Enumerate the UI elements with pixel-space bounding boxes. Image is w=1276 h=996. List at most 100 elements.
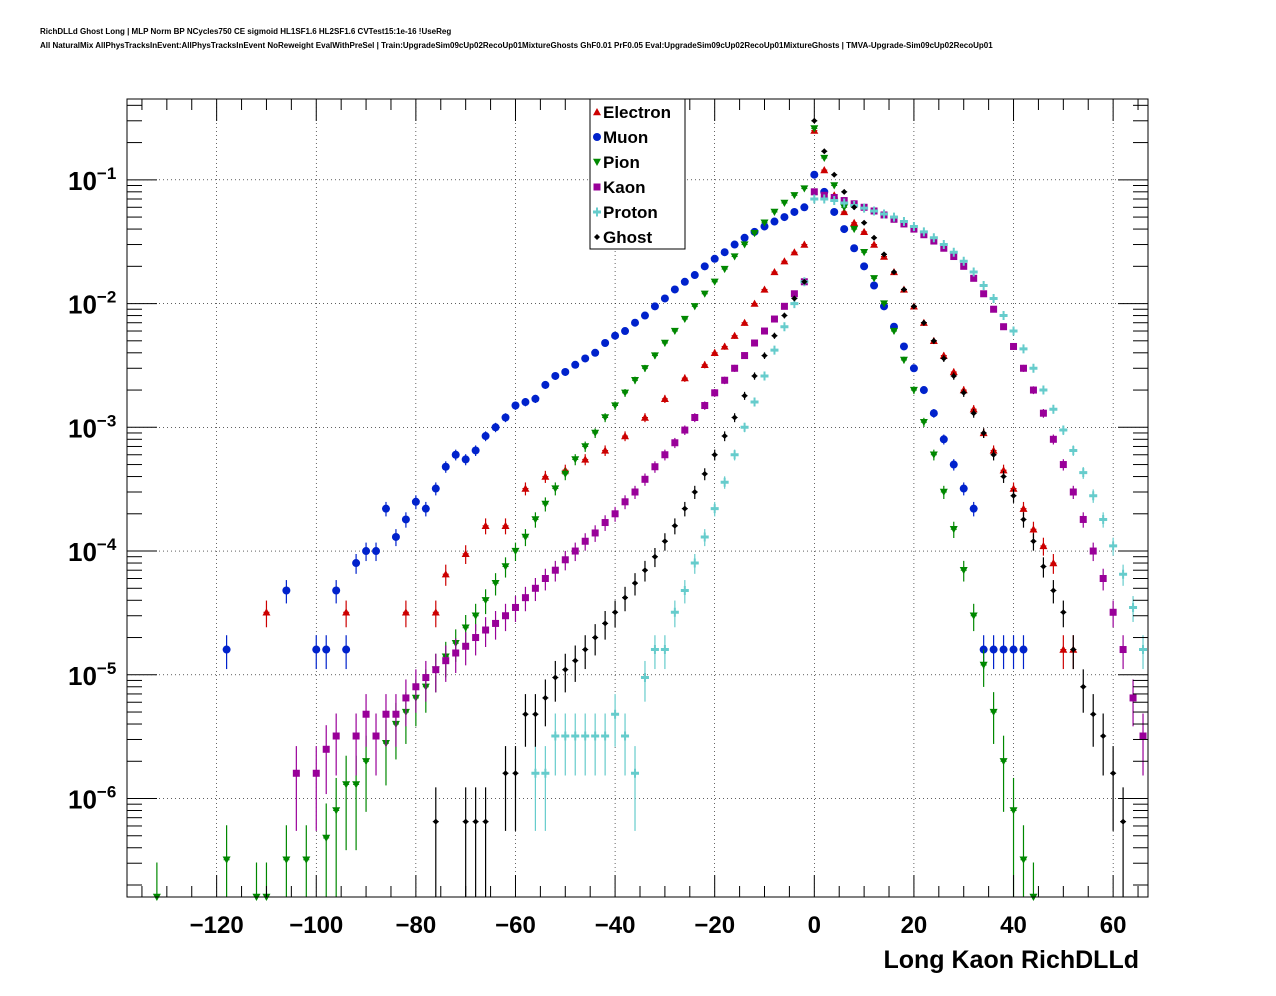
- proton-point: [1019, 344, 1028, 354]
- pion-point: [790, 192, 799, 200]
- legend-label-kaon: Kaon: [603, 178, 646, 197]
- kaon-point: [1010, 342, 1018, 350]
- ghost-point: [432, 818, 439, 825]
- electron-point: [840, 207, 849, 216]
- kaon-point: [661, 451, 669, 459]
- proton-point: [949, 247, 958, 257]
- muon-point: [850, 244, 859, 253]
- proton-point: [840, 198, 849, 208]
- electron-point: [1059, 645, 1068, 653]
- proton-point: [561, 731, 570, 741]
- pion-point: [720, 265, 729, 274]
- ghost-point: [1100, 733, 1107, 740]
- proton-point: [591, 731, 600, 741]
- muon-point: [730, 240, 739, 249]
- pion-point: [840, 204, 849, 212]
- muon-point: [989, 645, 998, 654]
- electron-point: [760, 285, 769, 293]
- proton-point: [740, 422, 749, 432]
- ghost-point: [482, 818, 489, 825]
- muon-point: [830, 207, 839, 216]
- ghost-point: [661, 538, 668, 545]
- muon-point: [521, 398, 530, 407]
- ghost-point: [691, 489, 698, 496]
- kaon-point: [681, 426, 689, 434]
- legend-label-muon: Muon: [603, 128, 648, 147]
- legend-marker-pion: [593, 158, 601, 166]
- electron-point: [939, 351, 948, 359]
- pion-point: [810, 125, 819, 133]
- kaon-point: [990, 305, 998, 313]
- ghost-point: [721, 433, 728, 440]
- muon-point: [611, 331, 620, 340]
- electron-point: [780, 257, 789, 265]
- proton-point: [1089, 491, 1098, 501]
- proton-point: [969, 267, 978, 277]
- kaon-point: [621, 498, 629, 506]
- muon-point: [391, 532, 400, 541]
- muon-point: [1019, 645, 1028, 654]
- proton-point: [680, 585, 689, 595]
- legend-label-ghost: Ghost: [603, 228, 652, 247]
- proton-point: [581, 731, 590, 741]
- electron-point: [999, 466, 1008, 474]
- muon-point: [441, 462, 450, 471]
- y-tick-label: 10−1: [68, 164, 116, 196]
- electron-point: [800, 240, 809, 248]
- electron-point: [342, 608, 351, 616]
- proton-point: [790, 299, 799, 309]
- muon-point: [1009, 645, 1018, 654]
- ghost-point: [1000, 473, 1007, 480]
- ghost-point: [641, 567, 648, 574]
- pion-point: [880, 300, 889, 308]
- electron-point: [870, 240, 879, 248]
- kaon-point: [312, 769, 320, 777]
- muon-point: [740, 233, 749, 242]
- ghost-point: [970, 410, 977, 417]
- muon-point: [700, 262, 709, 271]
- pion-point: [929, 451, 938, 459]
- proton-point: [1129, 602, 1138, 612]
- pion-point: [999, 758, 1008, 766]
- title-line-2: All NaturalMix AllPhysTracksInEvent:AllP…: [40, 41, 993, 50]
- proton-point: [959, 256, 968, 266]
- kaon-point: [1079, 515, 1087, 523]
- electron-point: [680, 374, 689, 382]
- proton-point: [1099, 514, 1108, 524]
- pion-point: [581, 443, 590, 451]
- proton-point: [989, 293, 998, 303]
- ghost-point: [741, 392, 748, 399]
- proton-point: [899, 217, 908, 227]
- pion-point: [800, 185, 809, 193]
- x-tick-label: −40: [595, 912, 636, 939]
- pion-point: [591, 429, 600, 437]
- proton-point: [710, 504, 719, 514]
- muon-point: [690, 271, 699, 280]
- proton-point: [939, 240, 948, 250]
- ghost-point: [552, 674, 559, 681]
- ghost-point: [831, 171, 838, 178]
- proton-point: [720, 477, 729, 487]
- pion-point: [322, 834, 331, 842]
- proton-point: [1009, 326, 1018, 336]
- pion-point: [571, 456, 580, 464]
- pion-point: [690, 303, 699, 311]
- pion-point: [501, 563, 510, 571]
- electron-point: [521, 484, 530, 492]
- kaon-point: [1029, 386, 1037, 394]
- muon-point: [660, 294, 669, 303]
- muon-point: [840, 225, 849, 234]
- x-axis-label: Long Kaon RichDLLd: [883, 946, 1139, 974]
- pion-point: [660, 339, 669, 348]
- x-tick-label: 40: [1000, 912, 1027, 939]
- muon-point: [362, 547, 371, 556]
- ghost-point: [542, 694, 549, 701]
- ghost-point: [602, 620, 609, 627]
- electron-point: [730, 331, 739, 339]
- kaon-point: [352, 732, 360, 740]
- ghost-point: [1030, 538, 1037, 545]
- kaon-point: [651, 463, 659, 471]
- kaon-point: [1069, 488, 1077, 496]
- ghost-point: [1020, 516, 1027, 523]
